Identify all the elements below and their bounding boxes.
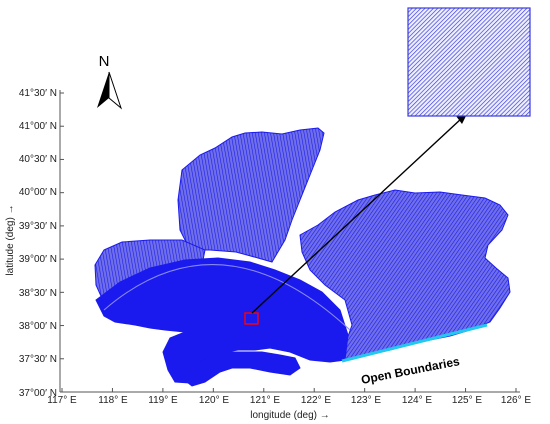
y-tick-label: 41°00′ N — [19, 121, 57, 132]
zoom-inset — [407, 7, 531, 117]
open-boundary-line — [341, 323, 488, 363]
x-tick-label: 120° E — [199, 395, 229, 406]
y-tick-marks — [60, 92, 64, 393]
y-tick-label: 39°30′ N — [19, 221, 57, 232]
y-tick-label: 41°30′ N — [19, 88, 57, 99]
mesh-region — [94, 127, 511, 387]
x-tick-label: 122° E — [301, 395, 331, 406]
y-tick-label: 38°00′ N — [19, 321, 57, 332]
yellow-sea-mesh — [299, 189, 511, 361]
x-tick-label: 118° E — [98, 395, 128, 406]
y-tick-labels: 37°00′ N 37°30′ N 38°00′ N 38°30′ N 39°0… — [19, 88, 57, 399]
open-boundary-label: Open Boundaries — [360, 354, 461, 387]
y-tick-label: 37°00′ N — [19, 388, 57, 399]
y-axis-label: latitude (deg) → — [5, 204, 16, 275]
axes — [59, 90, 520, 393]
x-tick-label: 119° E — [148, 395, 178, 406]
x-tick-marks — [61, 388, 517, 392]
zoom-arrow-line — [251, 117, 463, 314]
shandong-peninsula-mesh — [177, 351, 301, 387]
y-tick-label: 37°30′ N — [19, 354, 57, 365]
x-tick-label: 124° E — [402, 395, 432, 406]
x-tick-label: 121° E — [250, 395, 280, 406]
north-label: N — [99, 53, 110, 70]
x-tick-labels: 117° E 118° E 119° E 120° E 121° E 122° … — [47, 395, 531, 406]
x-tick-label: 123° E — [351, 395, 381, 406]
x-axis-label: longitude (deg) → — [250, 410, 330, 421]
x-tick-label: 117° E — [47, 395, 77, 406]
central-bohai-mesh — [95, 257, 349, 384]
y-tick-label: 39°00′ N — [19, 254, 57, 265]
liaodong-bay-mesh — [177, 127, 325, 263]
zoom-highlight-box — [244, 312, 259, 325]
x-tick-label: 125° E — [452, 395, 482, 406]
y-tick-label: 38°30′ N — [19, 288, 57, 299]
north-arrow: N — [97, 53, 123, 110]
y-tick-label: 40°00′ N — [19, 187, 57, 198]
north-arrow-icon — [97, 72, 109, 108]
y-tick-label: 40°30′ N — [19, 154, 57, 165]
x-tick-label: 126° E — [501, 395, 531, 406]
arc-mesh-edge — [103, 264, 351, 331]
